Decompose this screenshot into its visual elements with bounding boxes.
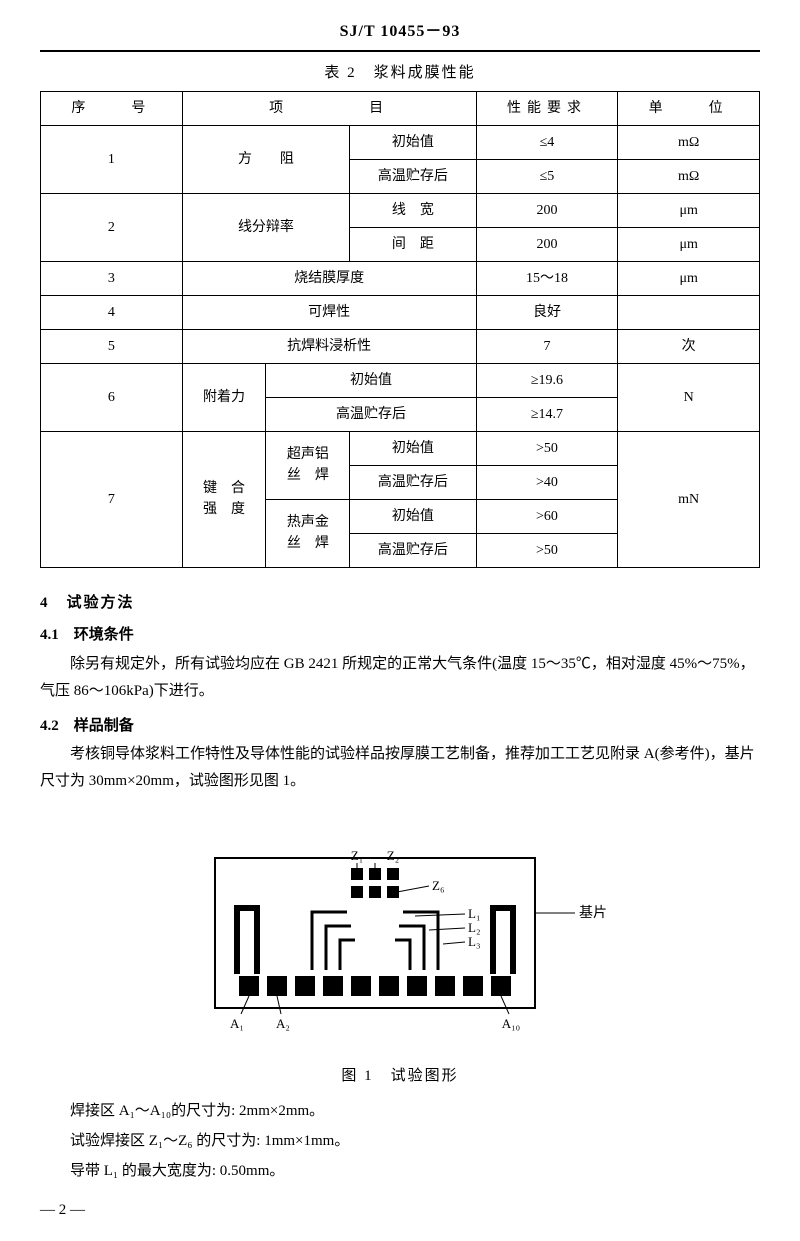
- cell-sub: 高温贮存后: [350, 533, 476, 567]
- table2-caption: 表 2 浆料成膜性能: [40, 62, 760, 85]
- section4-title: 4 试验方法: [40, 592, 760, 615]
- cell-unit: mΩ: [618, 159, 760, 193]
- cell-val: 良好: [476, 295, 618, 329]
- cell-val: ≥19.6: [476, 363, 618, 397]
- th-item: 项 目: [182, 91, 476, 125]
- svg-text:L₁: L₁: [468, 906, 480, 921]
- cell-unit: N: [618, 363, 760, 431]
- cell-no: 7: [41, 431, 183, 567]
- cell-val: >50: [476, 431, 618, 465]
- table-row: 2 线分辩率 线 宽 200 μm: [41, 193, 760, 227]
- svg-text:基片: 基片: [579, 904, 607, 921]
- svg-text:A₁₀: A₁₀: [502, 1016, 520, 1031]
- svg-text:Z₆: Z₆: [432, 878, 444, 893]
- cell-sub: 高温贮存后: [350, 159, 476, 193]
- cell-item: 可焊性: [182, 295, 476, 329]
- cell-no: 3: [41, 261, 183, 295]
- cell-unit: μm: [618, 193, 760, 227]
- cell-unit: mΩ: [618, 125, 760, 159]
- table2: 序 号 项 目 性能要求 单 位 1 方 阻 初始值 ≤4 mΩ 高温贮存后 ≤…: [40, 91, 760, 568]
- cell-unit: 次: [618, 329, 760, 363]
- cell-sub: 高温贮存后: [266, 397, 476, 431]
- cell-sub: 初始值: [350, 499, 476, 533]
- section42-title: 4.2 样品制备: [40, 715, 760, 738]
- cell-item: 附着力: [182, 363, 266, 431]
- cell-unit: mN: [618, 431, 760, 567]
- cell-no: 2: [41, 193, 183, 261]
- cell-val: 7: [476, 329, 618, 363]
- cell-sub: 线 宽: [350, 193, 476, 227]
- cell-val: 200: [476, 227, 618, 261]
- cell-sub: 高温贮存后: [350, 465, 476, 499]
- cell-val: ≥14.7: [476, 397, 618, 431]
- th-req: 性能要求: [476, 91, 618, 125]
- table-row: 5 抗焊料浸析性 7 次: [41, 329, 760, 363]
- cell-val: >40: [476, 465, 618, 499]
- cell-sub: 初始值: [350, 125, 476, 159]
- table-row: 6 附着力 初始值 ≥19.6 N: [41, 363, 760, 397]
- table-row: 1 方 阻 初始值 ≤4 mΩ: [41, 125, 760, 159]
- figure1-note2: 试验焊接区 Z₁～Z₆ 的尺寸为: 1mm×1mm。: [70, 1128, 760, 1155]
- figure1-note1: 焊接区 A₁～A₁₀的尺寸为: 2mm×2mm。: [70, 1098, 760, 1125]
- th-unit: 单 位: [618, 91, 760, 125]
- section42-body: 考核铜导体浆料工作特性及导体性能的试验样品按厚膜工艺制备，推荐加工工艺见附录 A…: [40, 741, 760, 795]
- cell-sub: 初始值: [266, 363, 476, 397]
- cell-val: 200: [476, 193, 618, 227]
- table-row: 4 可焊性 良好: [41, 295, 760, 329]
- section41-title: 4.1 环境条件: [40, 624, 760, 647]
- svg-text:L₃: L₃: [468, 934, 480, 949]
- table-row: 7 键 合 强 度 超声铝 丝 焊 初始值 >50 mN: [41, 431, 760, 465]
- cell-unit: [618, 295, 760, 329]
- cell-unit: μm: [618, 227, 760, 261]
- cell-sub: 间 距: [350, 227, 476, 261]
- cell-val: >60: [476, 499, 618, 533]
- cell-item: 抗焊料浸析性: [182, 329, 476, 363]
- table-row: 3 烧结膜厚度 15～18 μm: [41, 261, 760, 295]
- cell-unit: μm: [618, 261, 760, 295]
- cell-sub: 初始值: [350, 431, 476, 465]
- section41-body: 除另有规定外，所有试验均应在 GB 2421 所规定的正常大气条件(温度 15～…: [40, 651, 760, 705]
- figure1: Z₁ Z₂ Z₆ L₁L₂L₃ 基片 A₁ A₂ A₁₀: [40, 823, 760, 1053]
- cell-item: 方 阻: [182, 125, 350, 193]
- cell-val: ≤4: [476, 125, 618, 159]
- cell-no: 6: [41, 363, 183, 431]
- cell-group: 超声铝 丝 焊: [266, 431, 350, 499]
- cell-val: ≤5: [476, 159, 618, 193]
- cell-item: 烧结膜厚度: [182, 261, 476, 295]
- cell-item: 线分辩率: [182, 193, 350, 261]
- figure1-caption: 图 1 试验图形: [40, 1065, 760, 1088]
- figure1-note3: 导带 L₁ 的最大宽度为: 0.50mm。: [70, 1158, 760, 1185]
- standard-id-header: SJ/T 10455－93: [40, 20, 760, 52]
- cell-group: 热声金 丝 焊: [266, 499, 350, 567]
- svg-text:L₂: L₂: [468, 920, 480, 935]
- table2-header-row: 序 号 项 目 性能要求 单 位: [41, 91, 760, 125]
- cell-no: 4: [41, 295, 183, 329]
- cell-item: 键 合 强 度: [182, 431, 266, 567]
- cell-no: 1: [41, 125, 183, 193]
- svg-text:A₁: A₁: [230, 1016, 244, 1031]
- figure1-svg: Z₁ Z₂ Z₆ L₁L₂L₃ 基片 A₁ A₂ A₁₀: [160, 823, 640, 1053]
- svg-text:Z₁: Z₁: [351, 848, 363, 863]
- th-no: 序 号: [41, 91, 183, 125]
- page-number: — 2 —: [40, 1199, 760, 1222]
- cell-val: 15～18: [476, 261, 618, 295]
- svg-text:A₂: A₂: [276, 1016, 290, 1031]
- cell-no: 5: [41, 329, 183, 363]
- cell-val: >50: [476, 533, 618, 567]
- svg-text:Z₂: Z₂: [387, 848, 399, 863]
